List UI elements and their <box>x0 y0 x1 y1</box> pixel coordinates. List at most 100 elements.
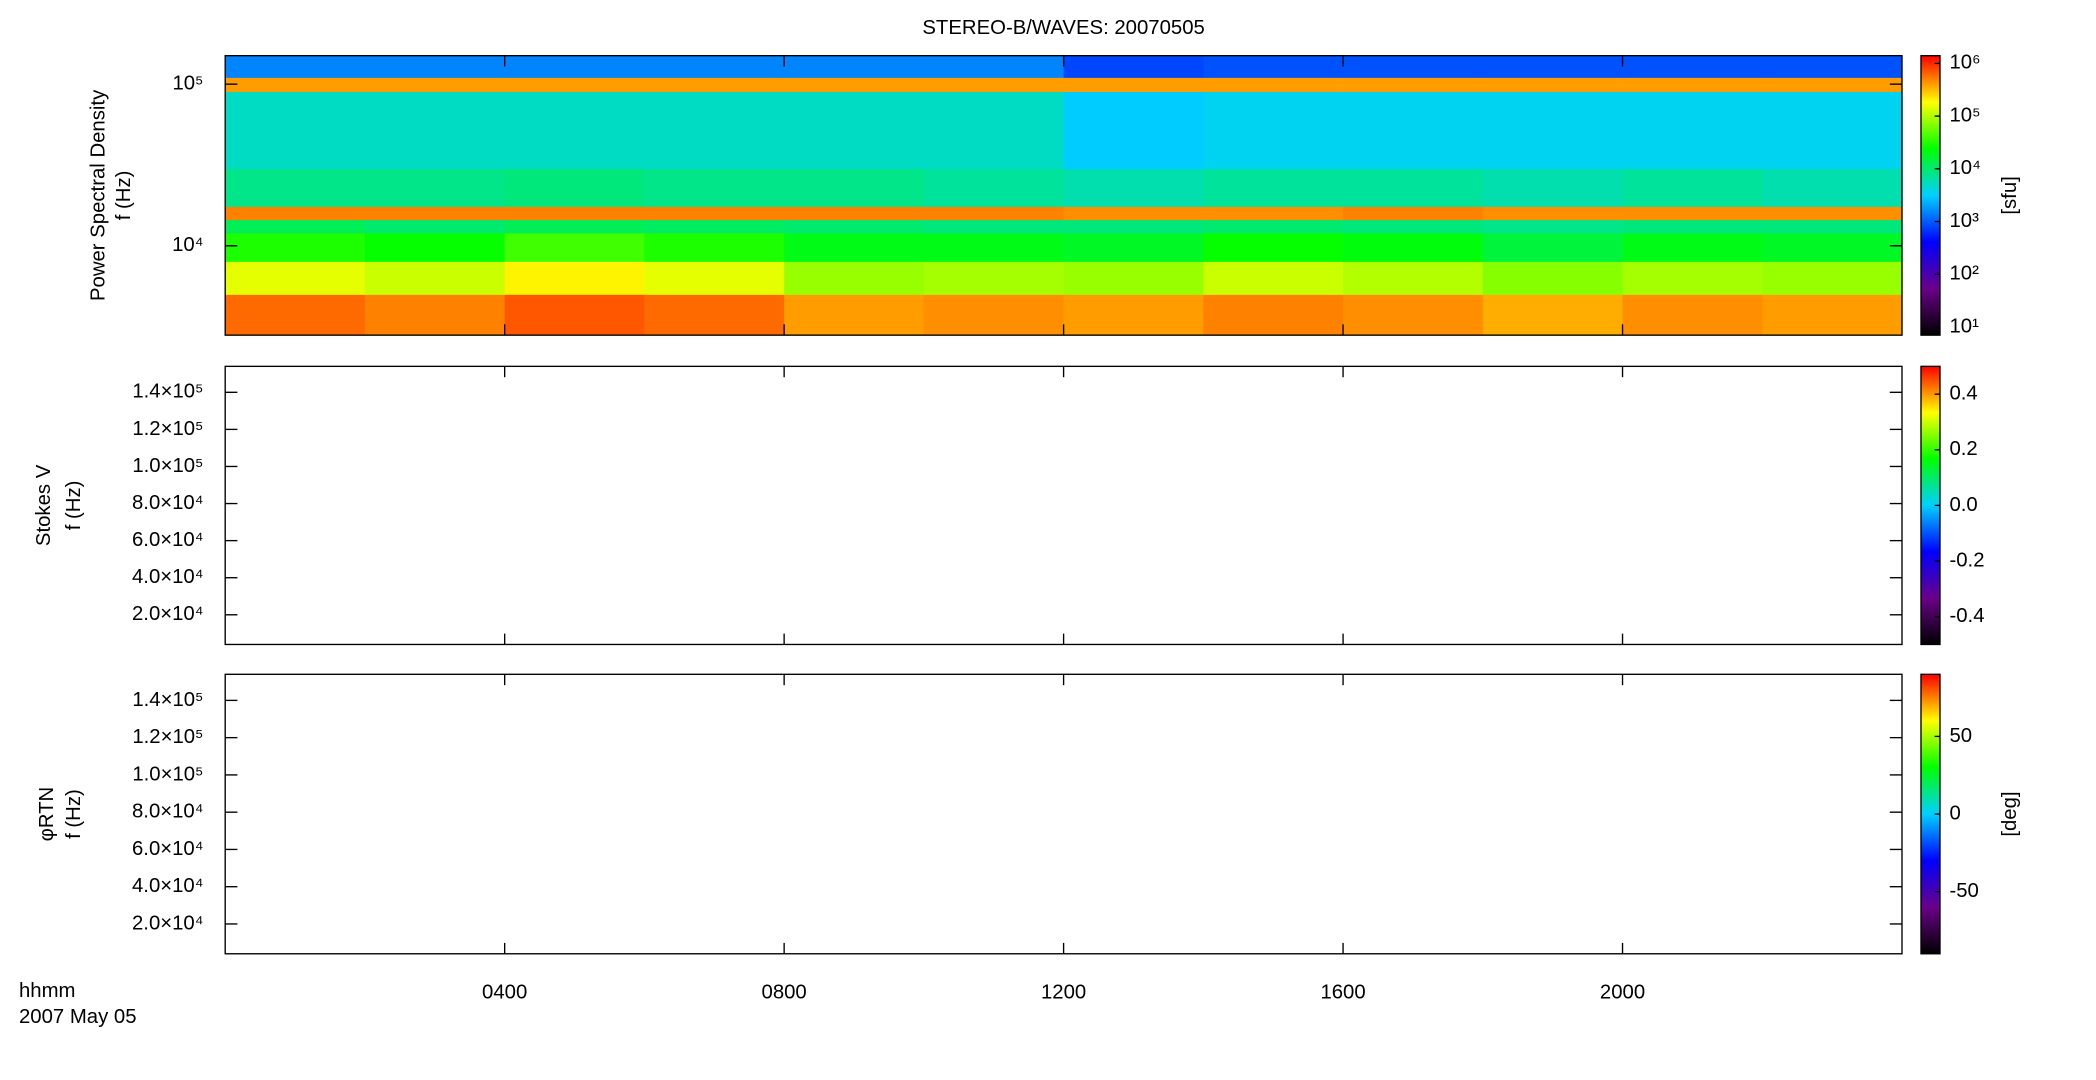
heatmap-cell <box>1762 261 1903 295</box>
heatmap-cell <box>1762 206 1903 221</box>
heatmap-cell <box>644 294 785 336</box>
heatmap-cell <box>1063 294 1204 336</box>
heatmap-cell <box>1482 168 1623 207</box>
colorbar-tick-label: 10¹ <box>1949 315 1979 337</box>
y-tick-label: 1.0×10⁵ <box>132 455 203 477</box>
heatmap-cell <box>1343 55 1484 78</box>
heatmap-cell <box>504 55 645 78</box>
heatmap-cell <box>784 206 925 221</box>
y-tick-label: 2.0×10⁴ <box>132 603 203 625</box>
heatmap-cell <box>1343 261 1484 295</box>
colorbar-label: [deg] <box>1999 791 2021 836</box>
heatmap-cell <box>1622 219 1763 234</box>
heatmap-cell <box>225 206 366 221</box>
colorbar-tick-label: 10⁶ <box>1949 52 1980 74</box>
heatmap-cell <box>644 77 785 92</box>
heatmap-cell <box>1063 261 1204 295</box>
heatmap-cell <box>1203 232 1344 262</box>
x-tick-label: 0400 <box>482 981 527 1003</box>
heatmap-cell <box>1203 261 1344 295</box>
heatmap-cell <box>504 91 645 170</box>
heatmap-cell <box>923 168 1065 207</box>
heatmap-cell <box>644 91 785 170</box>
x-tick-label: 0800 <box>762 981 807 1003</box>
colorbar-tick-label: 10² <box>1949 263 1979 285</box>
heatmap-cell <box>225 232 366 262</box>
heatmap-cell <box>1063 91 1204 170</box>
heatmap-cell <box>1622 55 1763 78</box>
x-axis-label: hhmm <box>19 980 75 1002</box>
heatmap-cell <box>364 206 506 221</box>
colorbar-tick-label: -0.2 <box>1949 549 1984 571</box>
heatmap-cell <box>784 77 925 92</box>
colorbar-label: [sfu] <box>1999 176 2021 214</box>
heatmap-cell <box>923 206 1065 221</box>
plot-frame <box>224 365 1903 646</box>
heatmap-cell <box>1482 232 1623 262</box>
y-axis-label: Power Spectral Density <box>87 89 109 301</box>
heatmap-cell <box>1203 77 1344 92</box>
chart-title: STEREO-B/WAVES: 20070505 <box>922 17 1204 39</box>
y-tick-label: 1.2×10⁵ <box>132 418 203 440</box>
heatmap-cell <box>364 261 506 295</box>
heatmap-cell <box>364 55 506 78</box>
y-tick-label: 1.0×10⁵ <box>132 763 203 785</box>
heatmap-cell <box>364 232 506 262</box>
colorbar-tick-label: 0 <box>1949 802 1960 824</box>
y-axis-label: f (Hz) <box>63 481 85 531</box>
heatmap-cell <box>1622 77 1763 92</box>
heatmap-cell <box>504 294 645 336</box>
y-tick-label: 10⁵ <box>172 73 203 95</box>
heatmap-cell <box>644 261 785 295</box>
heatmap-cell <box>1762 232 1903 262</box>
heatmap-cell <box>504 168 645 207</box>
heatmap-cell <box>364 77 506 92</box>
x-tick-label: 1600 <box>1320 981 1365 1003</box>
heatmap-cell <box>784 232 925 262</box>
heatmap-cell <box>1622 294 1763 336</box>
colorbar-tick-label: 10⁵ <box>1949 104 1980 126</box>
heatmap-cell <box>923 219 1065 234</box>
y-tick-label: 10⁴ <box>172 234 203 256</box>
heatmap-cell <box>923 55 1065 78</box>
colorbar-tick-label: 0.0 <box>1949 494 1977 516</box>
x-tick-label: 2000 <box>1600 981 1645 1003</box>
heatmap-cell <box>1762 168 1903 207</box>
heatmap-cell <box>1063 55 1204 78</box>
heatmap-cell <box>225 219 366 234</box>
colorbar-tick-label: 0.2 <box>1949 438 1977 460</box>
x-axis-date: 2007 May 05 <box>19 1006 137 1028</box>
heatmap-cell <box>1622 206 1763 221</box>
colorbar <box>1920 55 1941 336</box>
heatmap-cell <box>364 168 506 207</box>
heatmap-cell <box>1622 168 1763 207</box>
heatmap-cell <box>644 232 785 262</box>
heatmap-cell <box>1063 232 1204 262</box>
heatmap-cell <box>1203 91 1344 170</box>
colorbar-tick-label: 0.4 <box>1949 383 1977 405</box>
heatmap-cell <box>1343 294 1484 336</box>
heatmap-cell <box>1482 294 1623 336</box>
heatmap-cell <box>1343 206 1484 221</box>
heatmap-cell <box>923 91 1065 170</box>
heatmap-cell <box>1203 219 1344 234</box>
heatmap-cell <box>1063 168 1204 207</box>
heatmap-cell <box>1762 219 1903 234</box>
heatmap-cell <box>784 294 925 336</box>
heatmap-cell <box>923 232 1065 262</box>
heatmap-cell <box>1762 294 1903 336</box>
y-tick-label: 8.0×10⁴ <box>132 801 203 823</box>
heatmap-cell <box>225 168 366 207</box>
heatmap-cell <box>1482 206 1623 221</box>
heatmap-cell <box>644 206 785 221</box>
heatmap-cell <box>1203 206 1344 221</box>
plot-frame <box>224 673 1903 955</box>
heatmap-cell <box>784 55 925 78</box>
heatmap-cell <box>784 168 925 207</box>
heatmap-cell <box>1762 77 1903 92</box>
heatmap-cell <box>1622 232 1763 262</box>
y-axis-label: Stokes V <box>33 464 55 546</box>
x-tick-label: 1200 <box>1041 981 1086 1003</box>
heatmap-cell <box>1203 168 1344 207</box>
heatmap-cell <box>1622 261 1763 295</box>
